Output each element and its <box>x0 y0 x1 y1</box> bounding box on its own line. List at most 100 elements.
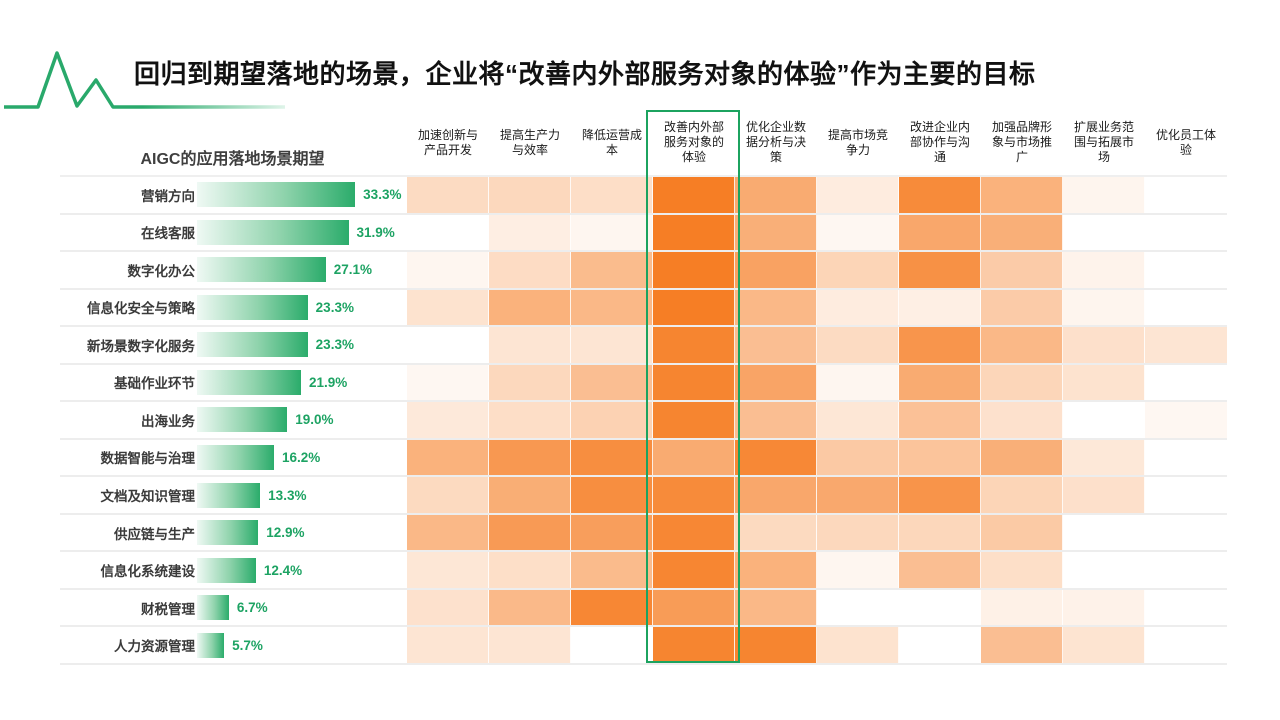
heat-cell <box>407 327 489 363</box>
value-bar <box>197 520 259 546</box>
heat-row-cells <box>407 289 1227 326</box>
bar-area: 16.2% <box>195 440 407 476</box>
heat-cell <box>735 514 817 551</box>
heat-cell <box>735 402 817 438</box>
heat-row-cells <box>407 327 1227 363</box>
value-bar <box>197 332 308 358</box>
heat-cell <box>981 252 1063 288</box>
heat-cell <box>653 439 735 476</box>
heat-cell <box>407 552 489 588</box>
heat-cell <box>653 177 735 213</box>
heat-cell <box>407 514 489 551</box>
heat-cell <box>1063 214 1145 251</box>
value-bar <box>197 294 308 320</box>
heat-cell <box>653 627 735 663</box>
bar-area: 12.4% <box>195 552 407 588</box>
bar-area: 33.3% <box>195 177 407 213</box>
heat-cell <box>1145 515 1227 551</box>
heat-cell <box>407 214 489 251</box>
heat-cell <box>817 177 899 213</box>
heat-cell <box>1145 327 1227 363</box>
bar-value-label: 23.3% <box>315 299 354 315</box>
bar-area: 21.9% <box>195 365 407 401</box>
bar-value-label: 12.4% <box>263 562 303 578</box>
value-bar <box>197 482 261 508</box>
heat-cell <box>1145 440 1227 476</box>
heat-cell <box>735 627 817 663</box>
table-row: 文档及知识管理 13.3% <box>60 477 1227 515</box>
heat-cell <box>489 289 571 326</box>
heat-cell <box>817 514 899 551</box>
table-row: 基础作业环节 21.9% <box>60 364 1227 403</box>
heat-cell <box>571 439 653 476</box>
heat-cell <box>407 289 489 326</box>
bar-value-label: 21.9% <box>309 374 348 390</box>
heat-cell <box>653 214 735 251</box>
heat-cell <box>899 252 981 288</box>
heat-cell <box>1145 477 1227 513</box>
heat-cell <box>817 214 899 251</box>
value-bar <box>197 595 229 621</box>
column-header-4: 改善内外部服务对象的体验 <box>663 120 724 164</box>
table-row: 新场景数字化服务 23.3% <box>60 327 1227 365</box>
heat-cell <box>735 477 817 513</box>
heat-cell <box>407 477 489 513</box>
heat-cell <box>571 514 653 551</box>
heat-cell <box>489 589 571 626</box>
heat-cell <box>817 627 899 663</box>
bar-value-label: 31.9% <box>356 224 395 240</box>
table-row: 营销方向 33.3% <box>60 177 1227 215</box>
heat-cell <box>899 364 981 401</box>
heat-cell <box>407 252 489 288</box>
heat-cell <box>489 214 571 251</box>
value-bar <box>197 557 256 583</box>
heat-cell <box>899 289 981 326</box>
bar-area: 5.7% <box>195 627 407 663</box>
heat-row-cells <box>407 252 1227 288</box>
heat-cell <box>407 627 489 663</box>
heat-cell <box>407 402 489 438</box>
heat-cell <box>1063 364 1145 401</box>
row-label: 人力资源管理 <box>114 639 195 655</box>
heat-cell <box>1063 177 1145 213</box>
row-label: 数据智能与治理 <box>100 451 196 467</box>
heat-cell <box>407 439 489 476</box>
heat-cell <box>1063 589 1145 626</box>
heat-cell <box>1063 514 1145 551</box>
heat-cell <box>899 214 981 251</box>
row-label: 财税管理 <box>141 601 195 617</box>
value-bar <box>197 369 302 395</box>
bar-value-label: 19.0% <box>295 412 334 428</box>
heat-cell <box>735 177 817 213</box>
heat-cell <box>981 627 1063 663</box>
heat-cell <box>1063 552 1145 588</box>
value-bar <box>197 444 274 470</box>
heat-cell <box>817 477 899 513</box>
heat-cell <box>489 177 571 213</box>
heat-cell <box>1063 439 1145 476</box>
heat-cell <box>981 477 1063 513</box>
heat-cell <box>407 177 489 213</box>
bar-value-label: 27.1% <box>333 262 372 278</box>
heat-cell <box>899 552 981 588</box>
heat-cell <box>489 252 571 288</box>
bar-value-label: 12.9% <box>266 525 305 541</box>
table-row: 人力资源管理 5.7% <box>60 627 1227 665</box>
heat-cell <box>489 627 571 663</box>
value-bar <box>197 257 326 283</box>
heat-cell <box>1145 252 1227 288</box>
heat-cell <box>817 327 899 363</box>
column-header-10: 优化员工体验 <box>1155 127 1216 157</box>
heat-cell <box>571 252 653 288</box>
pulse-zigzag-logo <box>4 51 285 109</box>
heat-cell <box>1063 252 1145 288</box>
table-row: 信息化系统建设 12.4% <box>60 552 1227 590</box>
heat-cell <box>653 289 735 326</box>
heat-cell <box>817 439 899 476</box>
table-row: 财税管理 6.7% <box>60 589 1227 628</box>
row-label: 在线客服 <box>141 226 195 242</box>
column-header-1: 加速创新与产品开发 <box>417 127 478 157</box>
table-row: 数据智能与治理 16.2% <box>60 439 1227 478</box>
column-header-2: 提高生产力与效率 <box>499 127 560 157</box>
heat-cell <box>1145 215 1227 251</box>
